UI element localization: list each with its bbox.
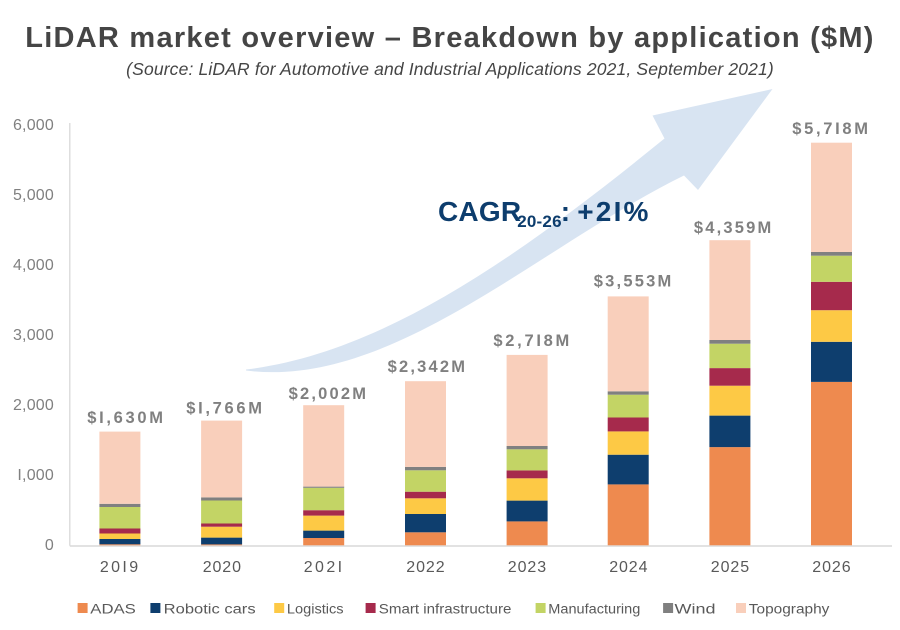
- svg-text:$2,342M: $2,342M: [388, 358, 468, 376]
- svg-text:$I,766M: $I,766M: [186, 399, 265, 417]
- svg-text:2020: 2020: [203, 559, 242, 576]
- svg-text:$4,359M: $4,359M: [694, 219, 774, 237]
- svg-text:Manufacturing: Manufacturing: [548, 602, 640, 617]
- svg-text:$5,7I8M: $5,7I8M: [792, 120, 871, 138]
- svg-text:ADAS: ADAS: [90, 602, 136, 617]
- svg-text:6,000: 6,000: [13, 117, 54, 134]
- svg-text:2026: 2026: [812, 559, 851, 576]
- svg-text:Wind: Wind: [675, 602, 716, 617]
- svg-text:3,000: 3,000: [13, 327, 54, 344]
- svg-text:20I9: 20I9: [100, 559, 141, 576]
- svg-text:LiDAR market overview – Breakd: LiDAR market overview – Breakdown by app…: [25, 22, 874, 54]
- svg-text:Smart infrastructure: Smart infrastructure: [379, 602, 512, 617]
- svg-text:$2,7I8M: $2,7I8M: [493, 332, 572, 350]
- svg-text:Robotic cars: Robotic cars: [164, 602, 256, 617]
- svg-text:2023: 2023: [508, 559, 547, 576]
- svg-text:I,000: I,000: [17, 467, 54, 484]
- svg-text:(Source: LiDAR for Automotive: (Source: LiDAR for Automotive and Indust…: [126, 59, 774, 79]
- svg-text:2022: 2022: [406, 559, 445, 576]
- svg-text:Logistics: Logistics: [287, 602, 344, 617]
- svg-text:2024: 2024: [609, 559, 648, 576]
- svg-text:202I: 202I: [304, 559, 345, 576]
- svg-text:$3,553M: $3,553M: [594, 273, 674, 291]
- svg-text:CAGR20-26: +2I%: CAGR20-26: +2I%: [438, 196, 651, 231]
- svg-text:0: 0: [45, 537, 54, 554]
- svg-text:Topography: Topography: [749, 602, 830, 617]
- svg-text:$2,002M: $2,002M: [289, 385, 369, 403]
- svg-text:2025: 2025: [711, 559, 750, 576]
- svg-text:2,000: 2,000: [13, 397, 54, 414]
- svg-text:$I,630M: $I,630M: [87, 409, 166, 427]
- svg-text:4,000: 4,000: [13, 257, 54, 274]
- svg-text:5,000: 5,000: [13, 187, 54, 204]
